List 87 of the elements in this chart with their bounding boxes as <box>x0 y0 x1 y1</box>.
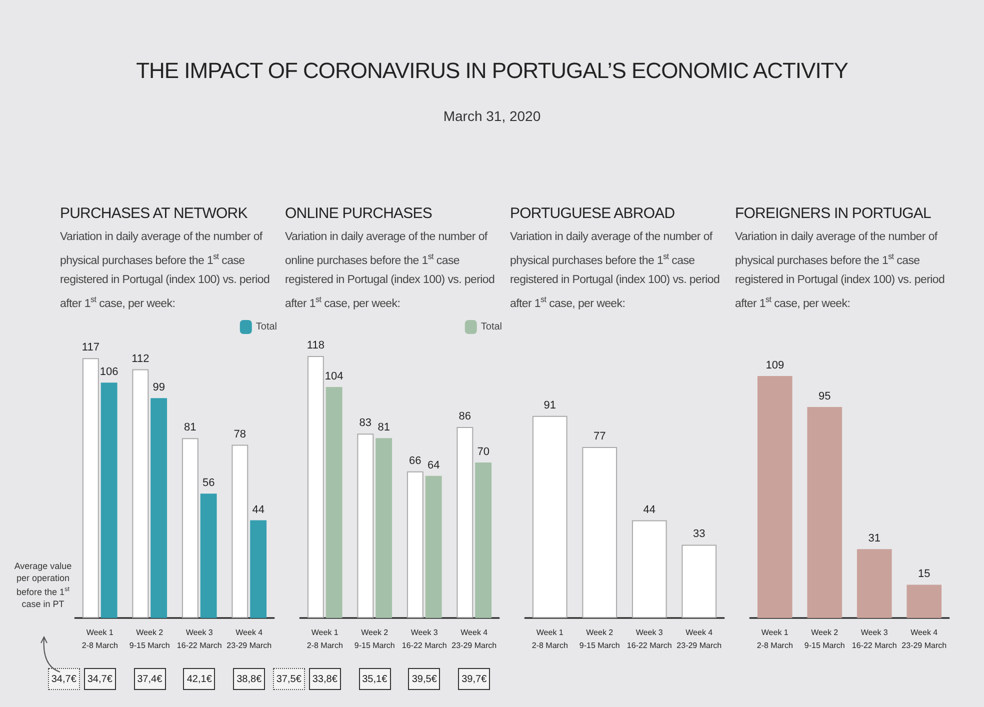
chart-subtitle: Variation in daily average of the number of online purchases before the 1$^{st}$ case registered in Portugal (index 100) vs. period after 1$^{st}$ case, per week: <box>285 230 496 312</box>
x-tick-label: Week 4 23-29 March <box>226 628 272 650</box>
bar <box>132 369 149 618</box>
data-label: 70 <box>477 446 490 458</box>
x-tick-label: Week 1 2-8 March <box>532 628 568 650</box>
data-label: 64 <box>427 459 440 472</box>
x-tick-label: Week 2 9-15 March <box>579 628 620 650</box>
bar <box>200 494 217 618</box>
bar <box>532 416 568 618</box>
x-tick-label: Week 4 23-29 March <box>452 628 497 650</box>
data-label: 95 <box>818 390 831 403</box>
x-tick-label: Week 2 9-15 March <box>129 628 170 650</box>
bar <box>856 549 892 618</box>
data-label: 112 <box>132 352 150 365</box>
data-label: 78 <box>234 428 246 440</box>
bar <box>100 382 118 618</box>
x-tick-label: Week 1 2-8 March <box>306 628 343 650</box>
chart-subtitle: Variation in daily average of the number of physical purchases before the 1$^{st}$ case registered in Portugal (index 100) vs. period after 1$^{st}$ case, per week: <box>60 230 271 312</box>
chart-subtitle: Variation in daily average of the number of physical purchases before the 1$^{st}$ case registered in Portugal (index 100) vs. period after 1$^{st}$ case, per week: <box>510 230 721 312</box>
bar <box>150 398 168 618</box>
chart-title: ONLINE PURCHASES <box>285 205 433 222</box>
x-tick-label: Week 3 16-22 March <box>176 628 222 650</box>
bar <box>906 584 942 618</box>
data-label: 81 <box>378 422 390 434</box>
data-label: 81 <box>184 422 196 434</box>
data-label: 118 <box>306 339 324 352</box>
text: 39,7€ <box>458 668 490 690</box>
text: Average value per operation before the 1$^{st}$ case in PT <box>13 560 73 610</box>
bar <box>456 427 474 618</box>
text: THE IMPACT OF CORONAVIRUS IN PORTUGAL’S ECONOMIC ACTIVITY <box>135 58 849 84</box>
text: 42,1€ <box>183 668 216 690</box>
data-label: 86 <box>458 410 472 423</box>
bar <box>807 407 842 618</box>
chart-title: PORTUGUESE ABROAD <box>510 205 676 222</box>
x-tick-label: Week 3 16-22 March <box>626 628 672 650</box>
legend-label: Total <box>256 322 277 332</box>
chart-title: FOREIGNERS IN PORTUGAL <box>735 205 932 222</box>
bar <box>425 476 442 618</box>
x-tick-label: Week 3 16-22 March <box>402 628 447 650</box>
bar <box>307 356 324 618</box>
bar <box>376 438 392 618</box>
text: 38,8€ <box>233 668 266 690</box>
text: 39,5€ <box>408 668 440 690</box>
data-label: 44 <box>252 504 264 516</box>
data-label: 91 <box>544 399 556 412</box>
bar <box>682 544 717 618</box>
data-label: 117 <box>82 342 100 354</box>
x-tick-label: Week 1 2-8 March <box>756 628 793 650</box>
bar <box>757 376 792 618</box>
bar <box>357 434 374 618</box>
data-label: 15 <box>918 568 930 580</box>
data-label: 44 <box>643 504 656 516</box>
data-label: 31 <box>868 532 880 545</box>
text: 34,7€ <box>48 668 80 690</box>
data-label: 83 <box>359 417 372 430</box>
x-tick-label: Week 4 23-29 March <box>902 628 947 650</box>
bar <box>182 438 198 618</box>
bar <box>582 447 618 618</box>
data-label: 66 <box>409 454 422 467</box>
text: March 31, 2020 <box>442 108 542 124</box>
bar <box>406 471 424 618</box>
chart-title: PURCHASES AT NETWORK <box>60 205 248 222</box>
text: 35,1€ <box>358 668 391 690</box>
bar <box>232 444 248 618</box>
data-label: 109 <box>766 359 784 372</box>
x-tick-label: Week 1 2-8 March <box>82 628 118 650</box>
data-label: 106 <box>100 366 118 378</box>
text: 37,5€ <box>272 668 305 690</box>
data-label: 33 <box>693 528 706 540</box>
legend-label: Total <box>480 322 502 332</box>
bar <box>250 520 267 618</box>
bar <box>632 520 667 618</box>
data-label: 77 <box>594 430 606 443</box>
data-label: 104 <box>324 370 344 383</box>
text: 34,7€ <box>84 668 116 690</box>
x-tick-label: Week 2 9-15 March <box>354 628 395 650</box>
chart-subtitle: Variation in daily average of the number of physical purchases before the 1$^{st}$ case registered in Portugal (index 100) vs. period after 1$^{st}$ case, per week: <box>735 230 946 312</box>
bar <box>475 462 492 618</box>
data-label: 99 <box>152 382 165 394</box>
x-tick-label: Week 2 9-15 March <box>804 628 845 650</box>
text: 37,4€ <box>134 668 166 690</box>
bar <box>326 387 342 618</box>
x-tick-label: Week 4 23-29 March <box>676 628 722 650</box>
data-label: 56 <box>202 477 215 490</box>
x-tick-label: Week 3 16-22 March <box>852 628 897 650</box>
bar <box>82 358 99 618</box>
text: 33,8€ <box>308 668 341 690</box>
